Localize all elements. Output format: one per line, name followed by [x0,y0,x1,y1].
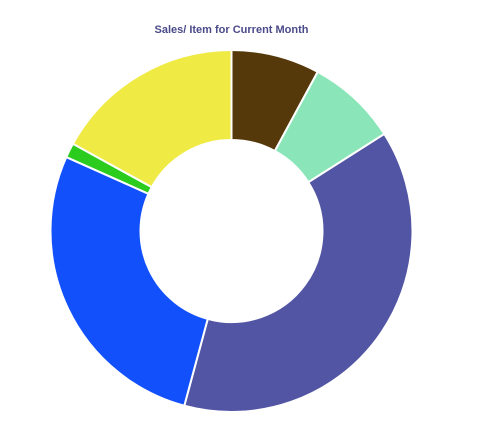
donut-slices [49,49,414,413]
donut-slice-3[interactable] [183,133,414,413]
donut-slice-4[interactable] [49,156,209,407]
donut-slice-6[interactable] [71,49,233,189]
chart-title: Sales/ Item for Current Month [154,24,309,36]
